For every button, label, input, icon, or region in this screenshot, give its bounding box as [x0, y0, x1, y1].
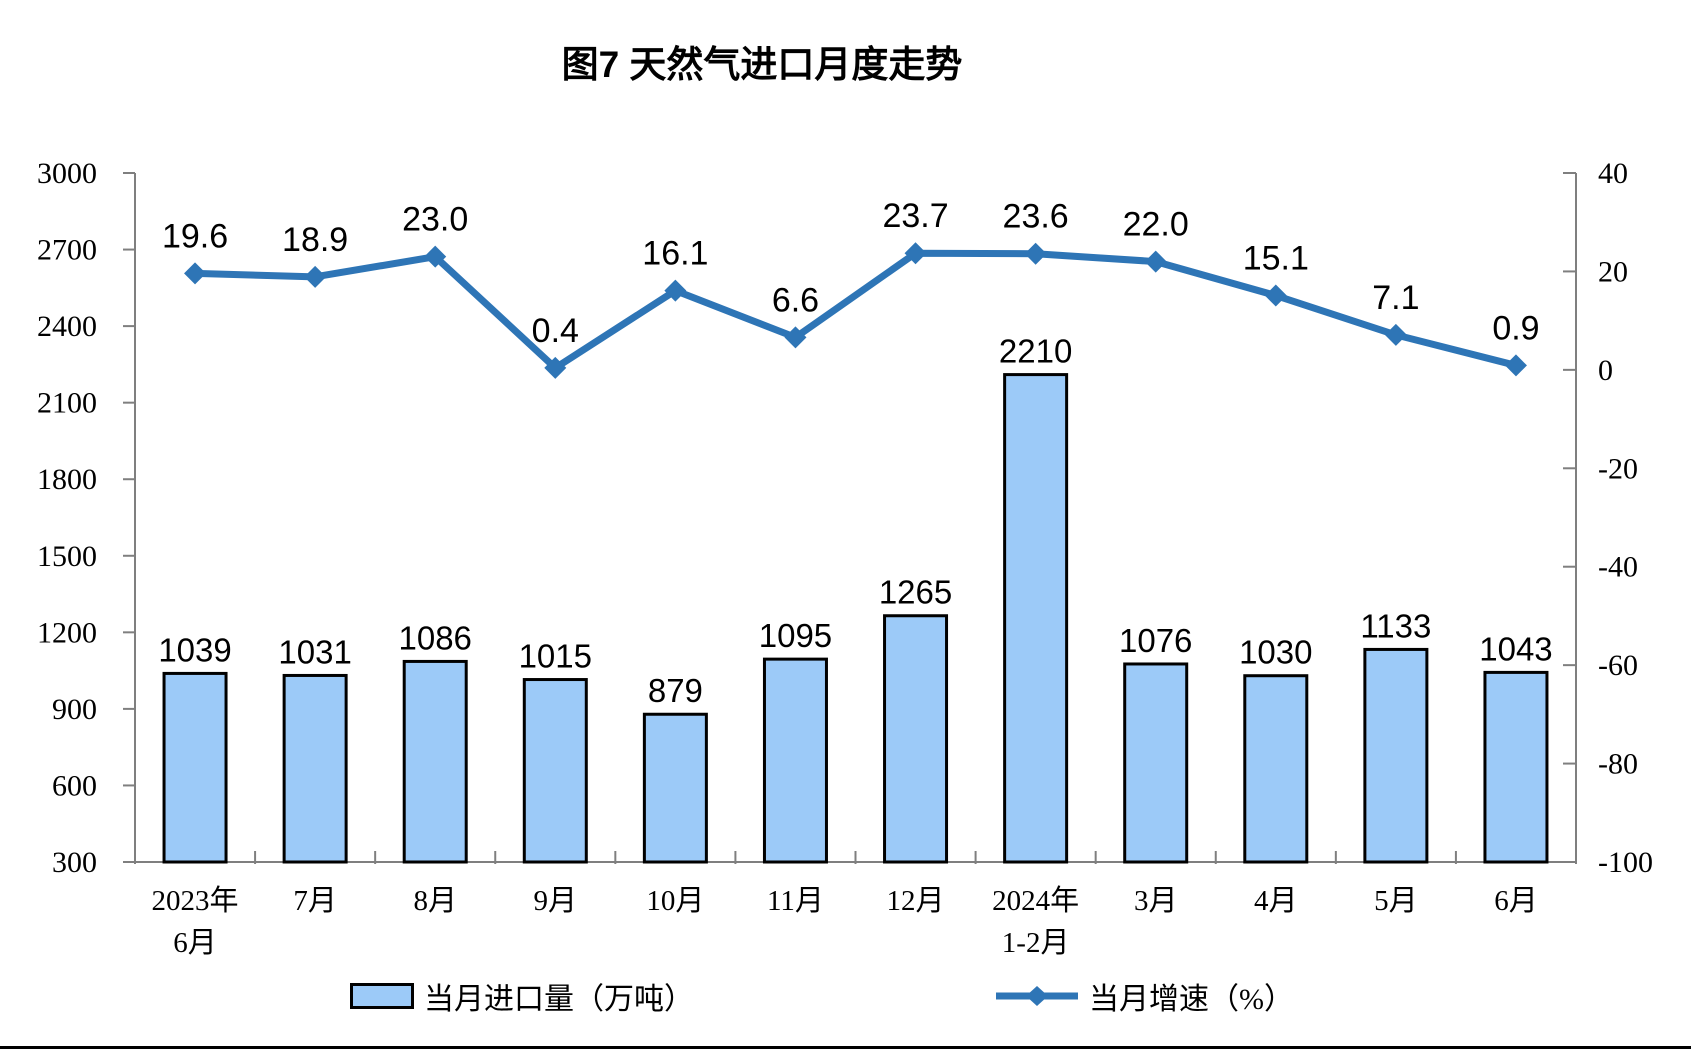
bar — [522, 678, 588, 864]
x-category-label: 9月 — [534, 885, 578, 917]
bar-value-label: 1030 — [1239, 634, 1312, 671]
left-axis-tick-label: 1800 — [37, 463, 97, 496]
legend-bar-label: 当月进口量（万吨） — [424, 983, 694, 1016]
line-value-label: 0.4 — [532, 312, 579, 350]
legend-line-swatch — [996, 986, 1078, 1006]
bar-value-label: 1133 — [1360, 607, 1431, 644]
right-axis-tick-label: 0 — [1598, 354, 1613, 387]
bar — [1003, 373, 1069, 864]
right-axis-tick-label: -40 — [1598, 551, 1638, 584]
line-marker — [1024, 242, 1047, 265]
left-axis-tick-label: 1500 — [37, 540, 97, 573]
x-category-label: 5月 — [1374, 885, 1418, 917]
line-value-label: 19.6 — [162, 217, 228, 255]
right-axis-tick-label: -100 — [1598, 846, 1653, 879]
line-marker — [424, 245, 447, 268]
x-category-label: 11月 — [767, 885, 824, 917]
bar — [162, 671, 228, 864]
left-axis-tick-label: 1200 — [37, 616, 97, 649]
line-marker — [664, 279, 687, 302]
bar — [762, 657, 828, 864]
x-category-label: 10月 — [646, 885, 704, 917]
line-value-label: 23.0 — [402, 201, 468, 239]
line-marker — [1504, 354, 1527, 377]
line-marker — [1264, 284, 1287, 307]
legend-item-growth: 当月增速（%） — [993, 980, 1294, 1016]
x-category-label: 7月 — [293, 885, 337, 917]
bottom-divider — [0, 1046, 1691, 1049]
left-axis-tick-label: 600 — [52, 769, 97, 802]
bar-value-label: 1076 — [1119, 622, 1192, 659]
bar — [1243, 674, 1309, 864]
bar — [883, 614, 949, 864]
left-axis-tick-label: 2400 — [37, 310, 97, 343]
bar-value-label: 2210 — [999, 333, 1072, 370]
left-axis-tick-label: 2700 — [37, 234, 97, 267]
bar — [1123, 662, 1189, 864]
line-value-label: 6.6 — [772, 281, 819, 319]
left-axis-tick-label: 3000 — [37, 157, 97, 190]
legend-diamond-marker — [1026, 986, 1048, 1006]
legend-bar-swatch — [350, 983, 414, 1009]
bar — [282, 673, 348, 864]
line-value-label: 0.9 — [1492, 309, 1539, 347]
bar-value-label: 1039 — [158, 631, 231, 668]
bar-value-label: 1031 — [278, 633, 351, 670]
line-marker — [1144, 250, 1167, 273]
right-axis-tick-label: -60 — [1598, 649, 1638, 682]
bar-value-label: 1265 — [879, 574, 952, 611]
line-value-label: 22.0 — [1123, 206, 1189, 244]
right-axis-tick-label: -20 — [1598, 452, 1638, 485]
x-category-label: 6月 — [1494, 885, 1538, 917]
x-category-label: 2023年 — [152, 884, 239, 917]
x-category-label: 4月 — [1254, 885, 1298, 917]
line-marker — [184, 262, 207, 285]
left-axis-tick-label: 2100 — [37, 387, 97, 420]
left-axis-tick-label: 300 — [52, 846, 97, 879]
bar-value-label: 879 — [648, 672, 703, 709]
right-axis-tick-label: 40 — [1598, 157, 1628, 190]
bar-value-label: 1015 — [519, 638, 592, 675]
line-marker — [1384, 323, 1407, 346]
chart-title: 图7 天然气进口月度走势 — [561, 44, 963, 85]
legend-item-imports: 当月进口量（万吨） — [350, 980, 694, 1016]
growth-line — [191, 249, 1520, 372]
legend-line-label: 当月增速（%） — [1089, 983, 1294, 1016]
bar — [402, 659, 468, 864]
line-value-label: 23.6 — [1003, 198, 1069, 236]
x-category-label: 2024年 — [992, 884, 1079, 917]
line-marker — [784, 326, 807, 349]
right-axis-tick-label: 20 — [1598, 255, 1628, 288]
x-category-label-line2: 6月 — [173, 927, 217, 959]
right-axis-tick-label: -80 — [1598, 748, 1638, 781]
line-marker — [544, 356, 567, 379]
x-category-label: 8月 — [413, 885, 457, 917]
line-value-label: 15.1 — [1243, 240, 1309, 278]
bar-value-label: 1043 — [1479, 630, 1552, 667]
line-value-label: 7.1 — [1372, 279, 1419, 317]
bar — [1483, 670, 1549, 864]
bar — [642, 712, 708, 864]
line-value-label: 18.9 — [282, 221, 348, 259]
line-marker — [304, 265, 327, 288]
line-value-label: 16.1 — [642, 235, 708, 273]
x-category-label: 12月 — [887, 885, 945, 917]
line-marker — [904, 242, 927, 265]
bar-value-label: 1086 — [398, 619, 471, 656]
line-value-label: 23.7 — [882, 197, 948, 235]
left-axis-tick-label: 900 — [52, 693, 97, 726]
bar — [1363, 647, 1429, 864]
x-category-label: 3月 — [1134, 885, 1178, 917]
x-category-label-line2: 1-2月 — [1002, 927, 1070, 959]
bar-value-label: 1095 — [759, 617, 832, 654]
